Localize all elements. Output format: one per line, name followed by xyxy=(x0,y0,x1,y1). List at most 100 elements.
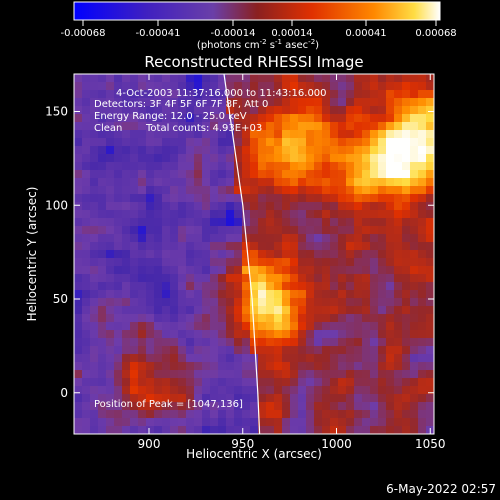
heatmap-cell xyxy=(138,250,147,259)
heatmap-cell xyxy=(418,274,427,283)
heatmap-cell xyxy=(370,202,379,211)
heatmap-cell xyxy=(170,298,179,307)
heatmap-cell xyxy=(354,282,363,291)
heatmap-cell xyxy=(402,146,411,155)
heatmap-cell xyxy=(74,234,83,243)
heatmap-cell xyxy=(314,266,323,275)
heatmap-cell xyxy=(106,274,115,283)
heatmap-cell xyxy=(418,322,427,331)
heatmap-cell xyxy=(314,410,323,419)
heatmap-cell xyxy=(394,186,403,195)
heatmap-cell xyxy=(122,218,131,227)
heatmap-cell xyxy=(114,394,123,403)
heatmap-cell xyxy=(290,402,299,411)
heatmap-cell xyxy=(362,402,371,411)
heatmap-cell xyxy=(210,122,219,131)
heatmap-cell xyxy=(274,106,283,115)
heatmap-cell xyxy=(226,194,235,203)
heatmap-cell xyxy=(138,306,147,315)
heatmap-cell xyxy=(330,178,339,187)
heatmap-cell xyxy=(234,282,243,291)
heatmap-cell xyxy=(226,106,235,115)
heatmap-cell xyxy=(122,178,131,187)
heatmap-cell xyxy=(402,282,411,291)
heatmap-cell xyxy=(386,146,395,155)
heatmap-cell xyxy=(178,426,187,434)
heatmap-cell xyxy=(98,330,107,339)
heatmap-cell xyxy=(106,130,115,139)
heatmap-cell xyxy=(90,362,99,371)
heatmap-cell xyxy=(218,402,227,411)
heatmap-cell xyxy=(74,266,83,275)
heatmap-cell xyxy=(90,202,99,211)
heatmap-cell xyxy=(426,138,434,147)
heatmap-cell xyxy=(234,314,243,323)
heatmap-cell xyxy=(250,314,259,323)
heatmap-cell xyxy=(218,418,227,427)
heatmap-cell xyxy=(242,386,251,395)
heatmap-cell xyxy=(138,186,147,195)
heatmap-cell xyxy=(98,378,107,387)
heatmap-cell xyxy=(330,426,339,434)
heatmap-cell xyxy=(330,74,339,83)
heatmap-cell xyxy=(386,362,395,371)
heatmap-cell xyxy=(226,210,235,219)
heatmap-cell xyxy=(274,130,283,139)
heatmap-cell xyxy=(218,122,227,131)
annotation-peak: Position of Peak = [1047,136] xyxy=(94,399,243,410)
heatmap-cell xyxy=(394,266,403,275)
heatmap-cell xyxy=(202,170,211,179)
heatmap-cell xyxy=(410,426,419,434)
heatmap-cell xyxy=(402,74,411,83)
heatmap-cell xyxy=(402,170,411,179)
heatmap-cell xyxy=(282,322,291,331)
heatmap-cell xyxy=(178,74,187,83)
heatmap-cell xyxy=(162,282,171,291)
heatmap-cell xyxy=(162,154,171,163)
heatmap-cell xyxy=(378,274,387,283)
heatmap-cell xyxy=(378,354,387,363)
heatmap-cell xyxy=(386,194,395,203)
heatmap-cell xyxy=(154,370,163,379)
heatmap-cell xyxy=(370,218,379,227)
heatmap-cell xyxy=(130,114,139,123)
heatmap-cell xyxy=(370,274,379,283)
heatmap-cell xyxy=(186,274,195,283)
heatmap-cell xyxy=(218,266,227,275)
heatmap-cell xyxy=(186,170,195,179)
heatmap-cell xyxy=(210,98,219,107)
heatmap-cell xyxy=(362,314,371,323)
heatmap-cell xyxy=(306,170,315,179)
heatmap-cell xyxy=(114,330,123,339)
heatmap-cell xyxy=(146,378,155,387)
heatmap-cell xyxy=(226,154,235,163)
heatmap-cell xyxy=(258,274,267,283)
heatmap-cell xyxy=(178,266,187,275)
heatmap-cell xyxy=(74,122,83,131)
heatmap-cell xyxy=(194,162,203,171)
heatmap-cell xyxy=(226,418,235,427)
heatmap-cell xyxy=(394,426,403,434)
heatmap-cell xyxy=(218,354,227,363)
heatmap-cell xyxy=(394,90,403,99)
heatmap-cell xyxy=(162,306,171,315)
heatmap-cell xyxy=(378,370,387,379)
heatmap-cell xyxy=(306,314,315,323)
heatmap-cell xyxy=(426,218,434,227)
heatmap-cell xyxy=(226,338,235,347)
heatmap-cell xyxy=(210,210,219,219)
heatmap-cell xyxy=(418,370,427,379)
heatmap-cell xyxy=(394,202,403,211)
heatmap-cell xyxy=(226,330,235,339)
heatmap-cell xyxy=(322,330,331,339)
heatmap-cell xyxy=(362,82,371,91)
heatmap-cell xyxy=(194,154,203,163)
heatmap-cell xyxy=(186,322,195,331)
heatmap-cell xyxy=(330,314,339,323)
heatmap-cell xyxy=(202,426,211,434)
heatmap-cell xyxy=(402,202,411,211)
heatmap-cell xyxy=(210,234,219,243)
heatmap-cell xyxy=(282,394,291,403)
heatmap-cell xyxy=(210,218,219,227)
heatmap-cell xyxy=(178,338,187,347)
